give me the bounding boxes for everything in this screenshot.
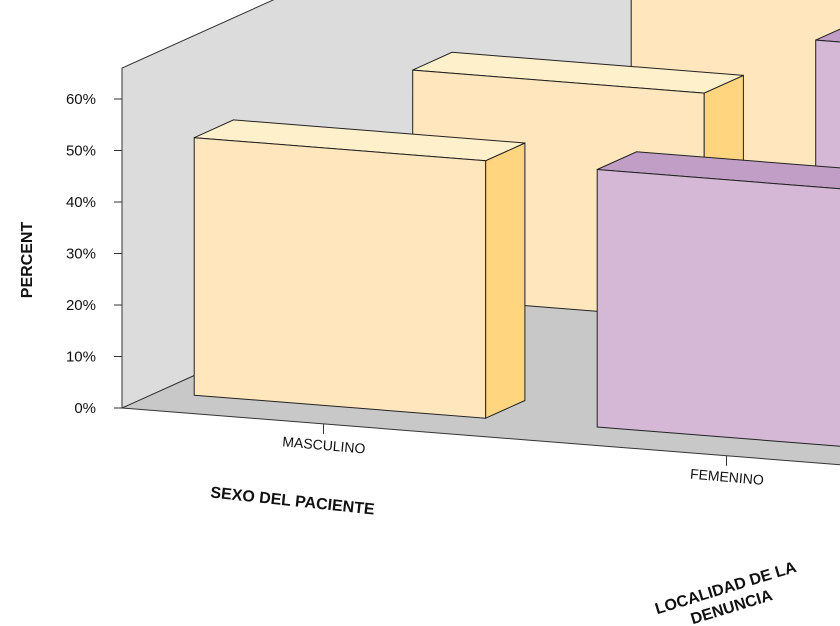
bar-front: [596, 168, 840, 447]
y-tick-label: 0%: [74, 400, 96, 417]
y-tick-label: 30%: [66, 246, 96, 263]
y-tick-label: 60%: [66, 91, 96, 108]
y-tick-label: 40%: [66, 194, 96, 211]
bar-front: [193, 137, 487, 419]
y-tick-label: 20%: [66, 297, 96, 314]
bar-masculino-1: [193, 119, 526, 419]
z-axis-title: LOCALIDAD DE LA DENUNCIA: [653, 559, 799, 626]
y-tick-label: 50%: [66, 143, 96, 160]
bar-top: [815, 28, 840, 43]
bar-side: [485, 142, 526, 419]
x-tick-label: FEMENINO: [689, 466, 764, 488]
x-tick-label: MASCULINO: [282, 433, 366, 456]
bar-group: [193, 0, 840, 447]
x-axis-title: SEXO DEL PACIENTE: [210, 484, 376, 518]
bar-femenino-1: [596, 151, 840, 447]
axes-group: 0%10%20%30%40%50%60%MASCULINOFEMENINOLA …: [66, 91, 765, 488]
y-axis-title: PERCENT: [19, 222, 36, 299]
y-tick-label: 10%: [66, 349, 96, 366]
